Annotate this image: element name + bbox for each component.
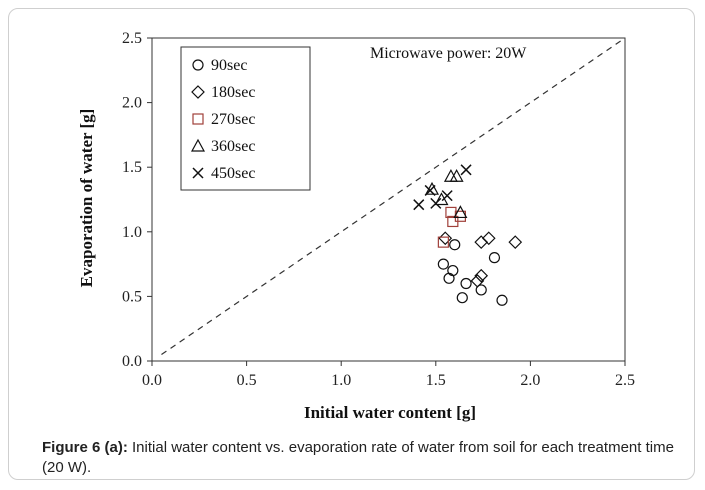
point-450sec (430, 197, 442, 209)
caption-label: Figure 6 (a): (42, 439, 128, 456)
point-180sec (508, 235, 523, 249)
x-axis-title: Initial water content [g] (304, 403, 476, 422)
point-90sec (460, 277, 472, 290)
legend-marker-270sec (192, 113, 204, 125)
scatter-chart: 0.0 0.5 1.0 1.5 2.0 2.5 0.0 0.5 1.0 1.5 2.0 2.5 90se… (77, 30, 635, 422)
y-tick-label: 0.0 (122, 353, 142, 370)
legend: 90sec 180sec 270sec 360sec 450sec (180, 46, 311, 191)
plot-frame (151, 37, 626, 362)
point-90sec (443, 272, 455, 284)
x-tick-label: 0.0 (142, 372, 162, 389)
legend-marker-360sec (190, 138, 206, 152)
legend-marker-450sec (192, 167, 204, 179)
y-tick-label: 1.5 (122, 159, 142, 176)
x-tick-label: 1.5 (426, 372, 446, 389)
y-tick-label: 2.0 (122, 95, 142, 112)
y-axis-title: Evaporation of water [g] (77, 109, 96, 288)
y-tick-label: 2.5 (122, 30, 142, 47)
point-90sec (475, 284, 487, 296)
point-450sec (413, 199, 425, 211)
point-90sec (496, 294, 508, 306)
microwave-power-annotation: Microwave power: 20W (370, 45, 527, 62)
x-tick-label: 0.5 (237, 372, 257, 389)
legend-label: 270sec (211, 111, 255, 128)
point-90sec (449, 239, 461, 251)
point-450sec (441, 190, 453, 202)
legend-label: 450sec (211, 165, 255, 182)
legend-marker-180sec (191, 85, 205, 99)
point-180sec (481, 231, 496, 246)
point-180sec (474, 235, 489, 249)
x-tick-label: 2.5 (615, 372, 635, 389)
point-360sec (453, 205, 468, 219)
point-90sec (456, 292, 468, 304)
x-tick-label: 2.0 (520, 372, 540, 389)
figure-frame (8, 8, 695, 480)
point-360sec (449, 168, 464, 182)
plot-area: 0.0 0.5 1.0 1.5 2.0 2.5 0.0 0.5 1.0 1.5 2.0 2.5 90se… (122, 30, 635, 389)
point-450sec (424, 184, 436, 196)
caption-text: Initial water content vs. evaporation ra… (42, 439, 674, 476)
reference-line-y-equals-x (161, 37, 626, 356)
figure-caption: Figure 6 (a): Initial water content vs. … (42, 438, 682, 478)
point-90sec (437, 258, 449, 270)
point-180sec (474, 268, 489, 283)
x-tick-label: 1.0 (331, 372, 351, 389)
legend-label: 360sec (211, 138, 255, 155)
legend-marker-90sec (192, 59, 204, 71)
legend-label: 180sec (211, 84, 255, 101)
point-180sec (438, 231, 453, 246)
legend-label: 90sec (211, 57, 247, 74)
point-270sec (437, 236, 449, 248)
point-90sec (447, 264, 459, 277)
point-450sec (460, 164, 472, 176)
point-90sec (488, 252, 501, 264)
point-180sec (470, 274, 485, 288)
y-tick-label: 0.5 (122, 288, 142, 305)
y-tick-label: 1.0 (122, 224, 142, 241)
